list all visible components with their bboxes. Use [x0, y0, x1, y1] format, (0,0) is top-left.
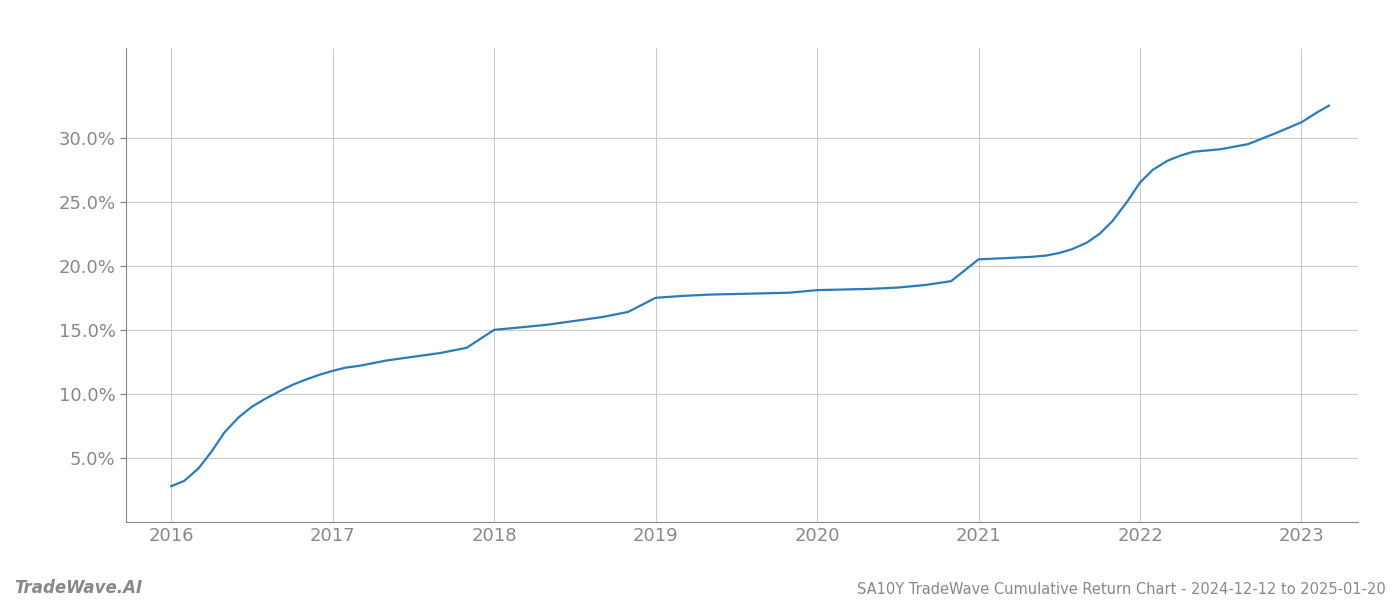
Text: TradeWave.AI: TradeWave.AI — [14, 579, 143, 597]
Text: SA10Y TradeWave Cumulative Return Chart - 2024-12-12 to 2025-01-20: SA10Y TradeWave Cumulative Return Chart … — [857, 582, 1386, 597]
